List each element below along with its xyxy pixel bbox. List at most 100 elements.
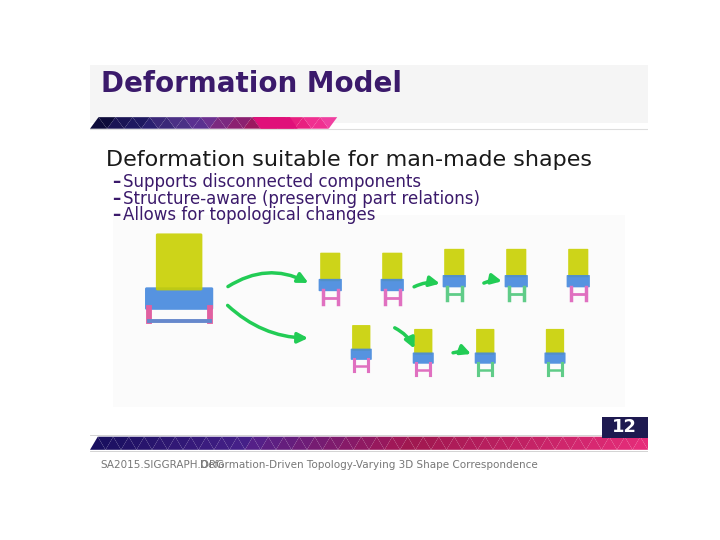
Polygon shape: [121, 437, 137, 450]
Polygon shape: [431, 437, 446, 450]
Polygon shape: [570, 437, 586, 450]
Polygon shape: [137, 437, 152, 450]
Polygon shape: [160, 437, 175, 450]
Polygon shape: [656, 437, 671, 450]
Polygon shape: [253, 437, 269, 450]
FancyBboxPatch shape: [546, 329, 564, 355]
Polygon shape: [191, 437, 206, 450]
FancyBboxPatch shape: [381, 279, 404, 291]
Polygon shape: [500, 437, 516, 450]
Polygon shape: [90, 437, 106, 450]
Polygon shape: [408, 437, 423, 450]
FancyArrowPatch shape: [453, 346, 467, 354]
Polygon shape: [238, 437, 253, 450]
Polygon shape: [206, 437, 222, 450]
Polygon shape: [377, 437, 392, 450]
Polygon shape: [338, 437, 354, 450]
Polygon shape: [539, 437, 555, 450]
Polygon shape: [245, 437, 261, 450]
FancyBboxPatch shape: [506, 249, 526, 278]
Text: Deformation Model: Deformation Model: [101, 70, 402, 98]
Polygon shape: [462, 437, 477, 450]
Polygon shape: [446, 437, 462, 450]
Polygon shape: [158, 117, 175, 129]
Polygon shape: [269, 437, 284, 450]
Polygon shape: [226, 117, 243, 129]
Polygon shape: [354, 437, 369, 450]
Polygon shape: [183, 437, 199, 450]
Polygon shape: [346, 437, 361, 450]
FancyBboxPatch shape: [505, 275, 528, 287]
FancyBboxPatch shape: [414, 329, 433, 355]
FancyArrowPatch shape: [228, 306, 305, 342]
Polygon shape: [330, 437, 346, 450]
Polygon shape: [253, 117, 297, 129]
FancyBboxPatch shape: [352, 325, 370, 351]
Polygon shape: [90, 117, 107, 129]
FancyArrowPatch shape: [228, 273, 305, 287]
Polygon shape: [578, 437, 594, 450]
Polygon shape: [184, 117, 201, 129]
FancyBboxPatch shape: [351, 349, 372, 360]
Polygon shape: [315, 437, 330, 450]
Polygon shape: [586, 437, 601, 450]
Polygon shape: [201, 117, 218, 129]
Text: –: –: [112, 190, 120, 207]
Polygon shape: [168, 437, 183, 450]
Bar: [601, 417, 648, 438]
Bar: [113, 215, 625, 408]
Polygon shape: [261, 117, 277, 129]
Polygon shape: [167, 117, 184, 129]
Polygon shape: [438, 437, 454, 450]
Polygon shape: [508, 437, 524, 450]
Polygon shape: [312, 117, 329, 129]
Polygon shape: [107, 117, 124, 129]
FancyBboxPatch shape: [156, 233, 202, 291]
Polygon shape: [323, 437, 338, 450]
Polygon shape: [129, 437, 144, 450]
Polygon shape: [230, 437, 245, 450]
Text: Structure-aware (preserving part relations): Structure-aware (preserving part relatio…: [122, 190, 480, 207]
Polygon shape: [392, 437, 408, 450]
Polygon shape: [400, 437, 415, 450]
Polygon shape: [369, 437, 384, 450]
Polygon shape: [563, 437, 578, 450]
Polygon shape: [516, 437, 532, 450]
Polygon shape: [532, 437, 547, 450]
Polygon shape: [286, 117, 303, 129]
FancyBboxPatch shape: [474, 353, 496, 364]
Polygon shape: [454, 437, 469, 450]
Polygon shape: [524, 437, 539, 450]
Polygon shape: [594, 437, 609, 450]
FancyArrowPatch shape: [395, 328, 413, 345]
Text: Deformation-Driven Topology-Varying 3D Shape Correspondence: Deformation-Driven Topology-Varying 3D S…: [200, 460, 538, 470]
Polygon shape: [284, 437, 300, 450]
Polygon shape: [175, 437, 191, 450]
FancyBboxPatch shape: [413, 353, 433, 364]
Polygon shape: [294, 117, 312, 129]
Polygon shape: [150, 117, 167, 129]
Text: SA2015.SIGGRAPH.ORG: SA2015.SIGGRAPH.ORG: [101, 460, 225, 470]
Polygon shape: [113, 437, 129, 450]
Polygon shape: [252, 117, 269, 129]
Polygon shape: [547, 437, 563, 450]
Polygon shape: [116, 117, 132, 129]
FancyBboxPatch shape: [319, 279, 342, 291]
Polygon shape: [477, 437, 493, 450]
FancyBboxPatch shape: [568, 249, 588, 278]
Text: Deformation suitable for man-made shapes: Deformation suitable for man-made shapes: [106, 150, 592, 170]
Polygon shape: [648, 437, 664, 450]
Polygon shape: [214, 437, 230, 450]
Polygon shape: [277, 117, 294, 129]
Polygon shape: [235, 117, 252, 129]
Polygon shape: [152, 437, 168, 450]
FancyArrowPatch shape: [484, 275, 498, 283]
Polygon shape: [106, 437, 121, 450]
Polygon shape: [243, 117, 261, 129]
Polygon shape: [218, 117, 235, 129]
FancyBboxPatch shape: [476, 329, 495, 355]
Polygon shape: [493, 437, 508, 450]
Polygon shape: [269, 117, 286, 129]
Text: Supports disconnected components: Supports disconnected components: [122, 173, 420, 191]
Polygon shape: [261, 437, 276, 450]
